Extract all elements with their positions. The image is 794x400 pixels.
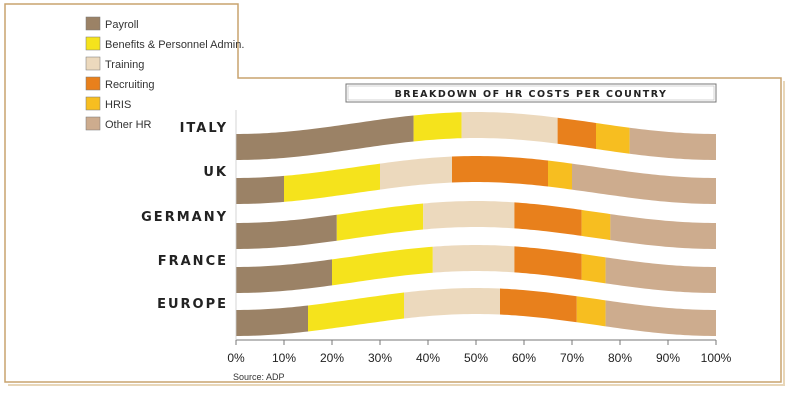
x-tick-label: 20% [320, 351, 344, 365]
bar-uk-payroll [236, 175, 284, 204]
category-label-europe: EUROPE [157, 297, 228, 312]
bar-uk-training [380, 156, 452, 190]
bar-italy-payroll [236, 115, 414, 160]
legend-label-benefits-and-personnel-admin: Benefits & Personnel Admin. [105, 39, 244, 51]
source-note: Source: ADP [233, 372, 285, 382]
category-labels: ITALY UK GERMANY FRANCE EUROPE [141, 121, 228, 312]
legend-swatch-benefits-and-personnel-admin [85, 36, 101, 51]
bar-germany-hris [581, 209, 611, 241]
legend-label-training: Training [105, 59, 144, 71]
bar-italy-benefits-and-personnel-admin [413, 112, 462, 142]
bar-france-benefits-and-personnel-admin [332, 246, 433, 286]
bar-italy-training [461, 112, 558, 144]
x-tick-label: 60% [512, 351, 536, 365]
category-label-uk: UK [203, 165, 228, 180]
x-tick-label: 30% [368, 351, 392, 365]
x-tick-label: 90% [656, 351, 680, 365]
bar-germany-payroll [236, 214, 337, 249]
x-axis-ticks: 0% 10% 20% 30% 40% 50% 60% 70% 80% 90% 100% [227, 340, 732, 365]
legend-swatch-payroll [85, 16, 101, 31]
x-tick-label: 0% [227, 351, 245, 365]
bar-france-payroll [236, 259, 332, 293]
bar-europe-recruiting [500, 288, 577, 323]
legend-label-recruiting: Recruiting [105, 79, 155, 91]
category-label-germany: GERMANY [141, 210, 228, 225]
category-label-france: FRANCE [158, 254, 228, 269]
bar-germany-training [423, 201, 515, 230]
legend-label-other-hr: Other HR [105, 119, 152, 131]
bar-france-recruiting [514, 246, 582, 280]
bar-germany-benefits-and-personnel-admin [336, 203, 424, 241]
x-tick-label: 70% [560, 351, 584, 365]
bar-europe-training [404, 288, 500, 319]
bar-germany-other-hr [610, 214, 716, 249]
legend-swatch-training [85, 56, 101, 71]
x-tick-label: 10% [272, 351, 296, 365]
legend: Payroll Benefits & Personnel Admin. Traini… [85, 16, 244, 131]
legend-swatch-recruiting [85, 76, 101, 91]
bar-italy-hris [596, 123, 630, 154]
legend-swatch-other-hr [85, 116, 101, 131]
background-frame-shadow [8, 81, 785, 386]
x-tick-label: 40% [416, 351, 440, 365]
bar-europe-other-hr [605, 300, 716, 336]
category-label-italy: ITALY [180, 121, 228, 136]
bar-uk-benefits-and-personnel-admin [284, 163, 380, 202]
bar-italy-recruiting [557, 117, 596, 149]
bar-italy-other-hr [629, 127, 716, 160]
legend-swatch-hris [85, 96, 101, 111]
title-banner: BREAKDOWN OF HR COSTS PER COUNTRY [345, 83, 717, 103]
bar-france-hris [581, 253, 606, 284]
bar-france-other-hr [605, 257, 716, 293]
chart-title: BREAKDOWN OF HR COSTS PER COUNTRY [395, 89, 668, 100]
bar-uk-hris [548, 160, 572, 190]
bar-europe-benefits-and-personnel-admin [308, 292, 404, 332]
bar-uk-recruiting [452, 156, 548, 187]
bar-france-training [432, 245, 515, 273]
x-tick-label: 80% [608, 351, 632, 365]
x-tick-label: 100% [701, 351, 732, 365]
legend-label-hris: HRIS [105, 99, 131, 111]
legend-label-payroll: Payroll [105, 19, 139, 31]
bar-europe-hris [576, 296, 606, 327]
bar-germany-recruiting [514, 202, 582, 236]
bars [236, 112, 716, 336]
bar-uk-other-hr [572, 163, 716, 204]
bar-europe-payroll [236, 305, 308, 336]
x-tick-label: 50% [464, 351, 488, 365]
